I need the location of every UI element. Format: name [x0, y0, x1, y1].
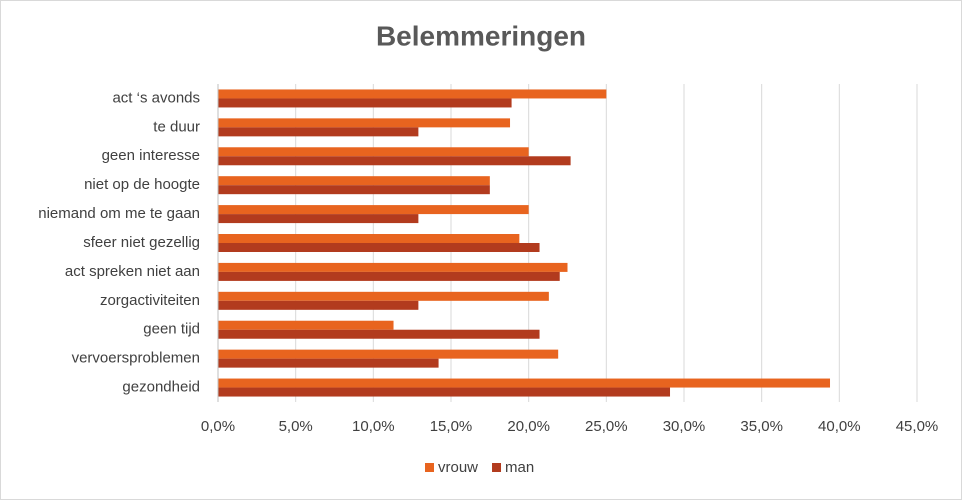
- chart-title: Belemmeringen: [376, 20, 586, 51]
- bar: [218, 262, 568, 272]
- bar: [218, 214, 419, 224]
- legend-label: man: [505, 459, 534, 476]
- x-tick-label: 10,0%: [352, 418, 395, 435]
- x-tick-label: 30,0%: [663, 418, 706, 435]
- legend-swatch: [492, 463, 502, 472]
- bar: [218, 147, 529, 157]
- y-tick-label: niemand om me te gaan: [38, 205, 200, 222]
- y-tick-label: niet op de hoogte: [84, 176, 200, 193]
- bar: [218, 243, 540, 252]
- legend-label: vrouw: [438, 459, 478, 476]
- x-tick-label: 35,0%: [740, 418, 783, 435]
- bar: [218, 387, 671, 397]
- x-tick-label: 0,0%: [201, 418, 235, 435]
- x-tick-label: 20,0%: [507, 418, 550, 435]
- x-tick-label: 15,0%: [430, 418, 473, 435]
- y-tick-label: vervoersproblemen: [72, 350, 200, 367]
- bar: [218, 358, 439, 368]
- y-tick-label: geen interesse: [102, 147, 200, 164]
- bar: [218, 271, 560, 281]
- y-tick-label: gezondheid: [122, 379, 200, 396]
- x-tick-label: 25,0%: [585, 418, 628, 435]
- x-tick-label: 45,0%: [896, 418, 939, 435]
- y-tick-label: geen tijd: [143, 321, 200, 338]
- bar: [218, 127, 419, 137]
- bar: [218, 320, 394, 330]
- bar: [218, 205, 529, 215]
- y-tick-label: te duur: [153, 118, 200, 135]
- bar: [218, 234, 520, 243]
- y-tick-label: zorgactiviteiten: [100, 292, 200, 309]
- bar: [218, 185, 490, 195]
- y-tick-label: act ‘s avonds: [112, 89, 200, 106]
- bar: [218, 176, 490, 186]
- bar: [218, 156, 571, 166]
- x-tick-label: 40,0%: [818, 418, 861, 435]
- bar: [218, 329, 540, 339]
- bar: [218, 291, 549, 301]
- y-tick-label: act spreken niet aan: [65, 263, 200, 280]
- bar: [218, 349, 559, 359]
- bar: [218, 378, 831, 388]
- bar: [218, 300, 419, 310]
- bar: [218, 98, 512, 108]
- bar: [218, 89, 607, 99]
- y-tick-label: sfeer niet gezellig: [83, 234, 200, 251]
- legend-swatch: [425, 463, 434, 472]
- x-tick-label: 5,0%: [279, 418, 313, 435]
- bar: [218, 118, 511, 128]
